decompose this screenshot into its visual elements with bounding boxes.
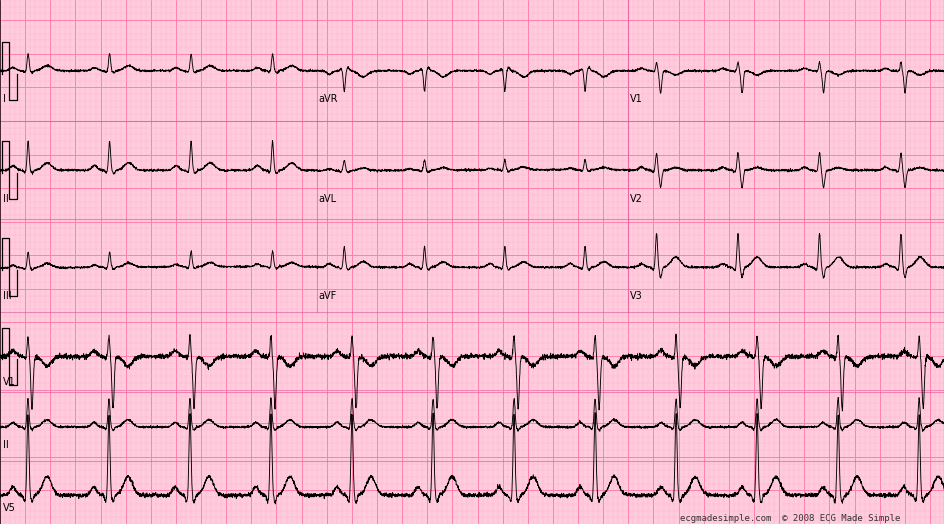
Text: V1: V1 <box>630 94 642 104</box>
Text: aVL: aVL <box>318 194 336 204</box>
Text: V5: V5 <box>3 503 16 513</box>
Text: aVF: aVF <box>318 291 336 301</box>
Text: II: II <box>3 440 8 450</box>
Text: III: III <box>3 291 11 301</box>
Text: V1: V1 <box>3 377 15 387</box>
Text: II: II <box>3 194 8 204</box>
Text: V2: V2 <box>630 194 643 204</box>
Text: aVR: aVR <box>318 94 338 104</box>
Text: ecgmadesimple.com  © 2008 ECG Made Simple: ecgmadesimple.com © 2008 ECG Made Simple <box>680 515 900 523</box>
Text: I: I <box>3 94 6 104</box>
Text: V3: V3 <box>630 291 642 301</box>
